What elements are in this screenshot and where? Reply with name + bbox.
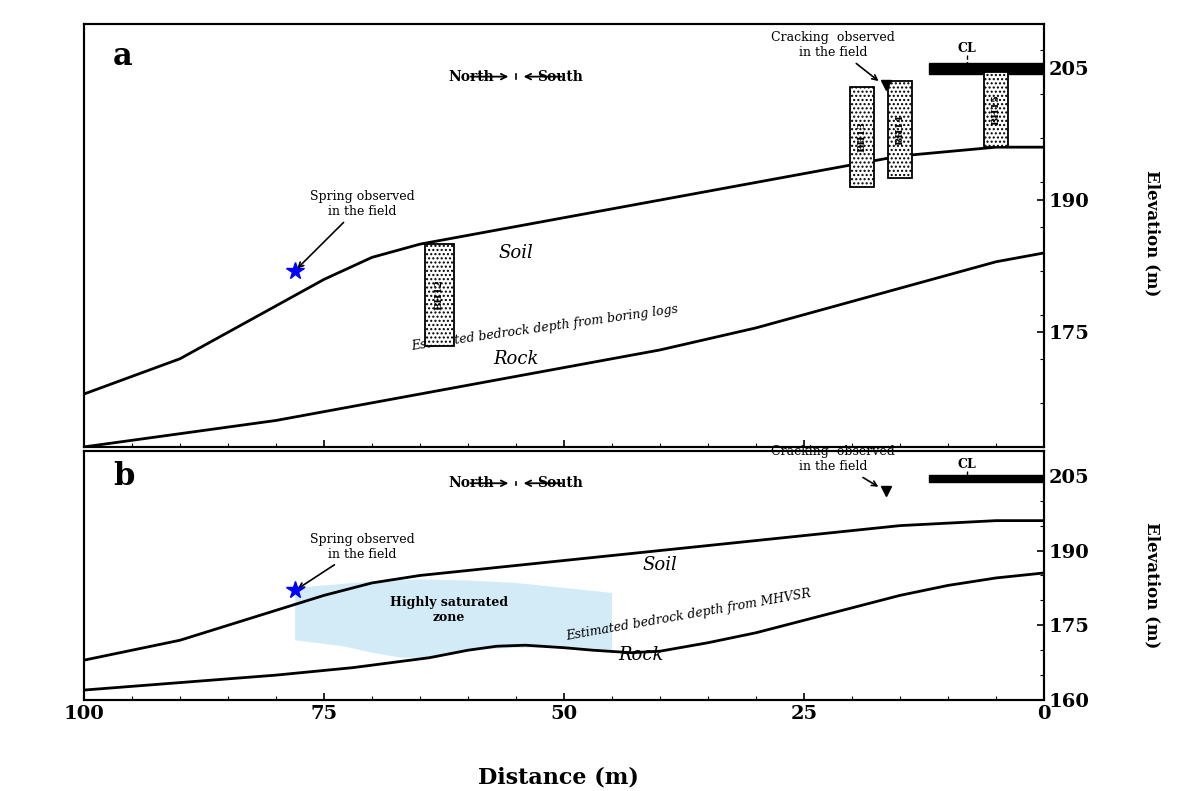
Text: South: South	[538, 476, 583, 490]
Text: a: a	[113, 41, 132, 72]
Text: Cracking  observed
in the field: Cracking observed in the field	[770, 31, 895, 80]
Bar	[425, 244, 454, 346]
Text: Soil: Soil	[499, 244, 533, 262]
Polygon shape	[295, 580, 612, 657]
Text: Estimated bedrock depth from MHVSR: Estimated bedrock depth from MHVSR	[565, 588, 812, 643]
Text: Elevation (m): Elevation (m)	[1144, 522, 1160, 649]
Text: Rock: Rock	[618, 646, 664, 664]
Text: Cracking  observed
in the field: Cracking observed in the field	[770, 445, 895, 486]
Text: Estimated bedrock depth from boring logs: Estimated bedrock depth from boring logs	[410, 303, 679, 353]
Text: Highly saturated
zone: Highly saturated zone	[390, 596, 508, 624]
Text: CL: CL	[958, 42, 977, 55]
Bar	[888, 81, 912, 178]
Bar	[850, 87, 874, 187]
Text: Soil: Soil	[643, 557, 677, 574]
Text: Spring observed
in the field: Spring observed in the field	[299, 190, 415, 267]
Text: North: North	[449, 70, 494, 84]
Text: BH14: BH14	[895, 114, 905, 145]
Text: BH15: BH15	[991, 94, 1001, 125]
Text: Spring observed
in the field: Spring observed in the field	[299, 532, 415, 588]
Text: South: South	[538, 70, 583, 84]
Text: BH13: BH13	[857, 122, 866, 153]
Polygon shape	[929, 475, 1044, 482]
Text: CL: CL	[958, 458, 977, 471]
Text: Elevation (m): Elevation (m)	[1144, 170, 1160, 297]
Text: Distance (m): Distance (m)	[478, 766, 638, 788]
Polygon shape	[929, 63, 1044, 74]
Bar	[984, 72, 1008, 147]
Text: BH12: BH12	[434, 279, 444, 310]
Text: Rock: Rock	[493, 350, 539, 368]
Text: North: North	[449, 476, 494, 490]
Text: b: b	[113, 461, 134, 492]
